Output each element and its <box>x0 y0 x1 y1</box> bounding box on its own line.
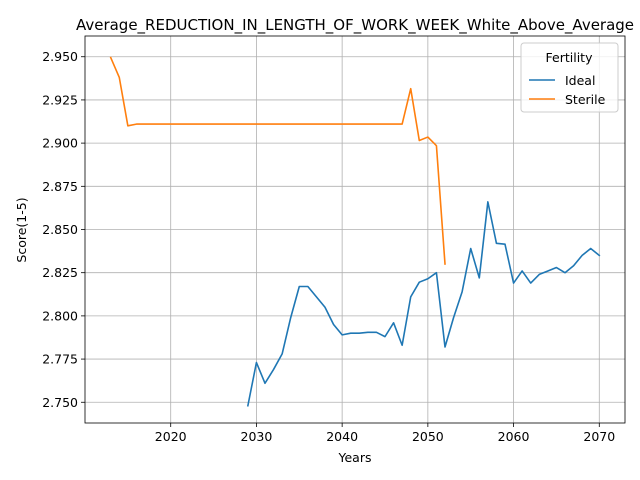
x-tick-label: 2060 <box>498 429 530 444</box>
y-tick-label: 2.850 <box>42 222 78 237</box>
chart-title: Average_REDUCTION_IN_LENGTH_OF_WORK_WEEK… <box>76 16 634 35</box>
x-axis-title: Years <box>338 450 372 465</box>
legend-label-sterile: Sterile <box>565 92 606 107</box>
x-axis: 2020 2030 2040 2050 2060 2070 <box>155 423 615 444</box>
y-tick-label: 2.900 <box>42 136 78 151</box>
legend-box <box>520 42 619 113</box>
x-tick-label: 2050 <box>412 429 444 444</box>
legend: Fertility Ideal Sterile <box>520 42 619 113</box>
y-tick-label: 2.800 <box>42 308 78 323</box>
y-axis-title: Score(1-5) <box>14 197 29 262</box>
series-lines <box>109 56 601 407</box>
x-tick-label: 2020 <box>155 429 187 444</box>
y-tick-label: 2.875 <box>42 179 78 194</box>
y-axis: 2.750 2.775 2.800 2.825 2.850 2.875 2.900 2.925… <box>42 49 85 410</box>
legend-title: Fertility <box>546 50 594 65</box>
y-tick-label: 2.775 <box>42 352 78 367</box>
y-tick-label: 2.925 <box>42 92 78 107</box>
x-tick-label: 2040 <box>326 429 358 444</box>
y-tick-label: 2.950 <box>42 49 78 64</box>
y-tick-label: 2.825 <box>42 265 78 280</box>
y-tick-label: 2.750 <box>42 395 78 410</box>
series-line-ideal <box>246 201 601 407</box>
series-line-sterile <box>109 56 446 265</box>
legend-label-ideal: Ideal <box>565 73 595 88</box>
x-tick-label: 2070 <box>583 429 615 444</box>
grid-lines <box>85 36 625 423</box>
x-tick-label: 2030 <box>241 429 273 444</box>
